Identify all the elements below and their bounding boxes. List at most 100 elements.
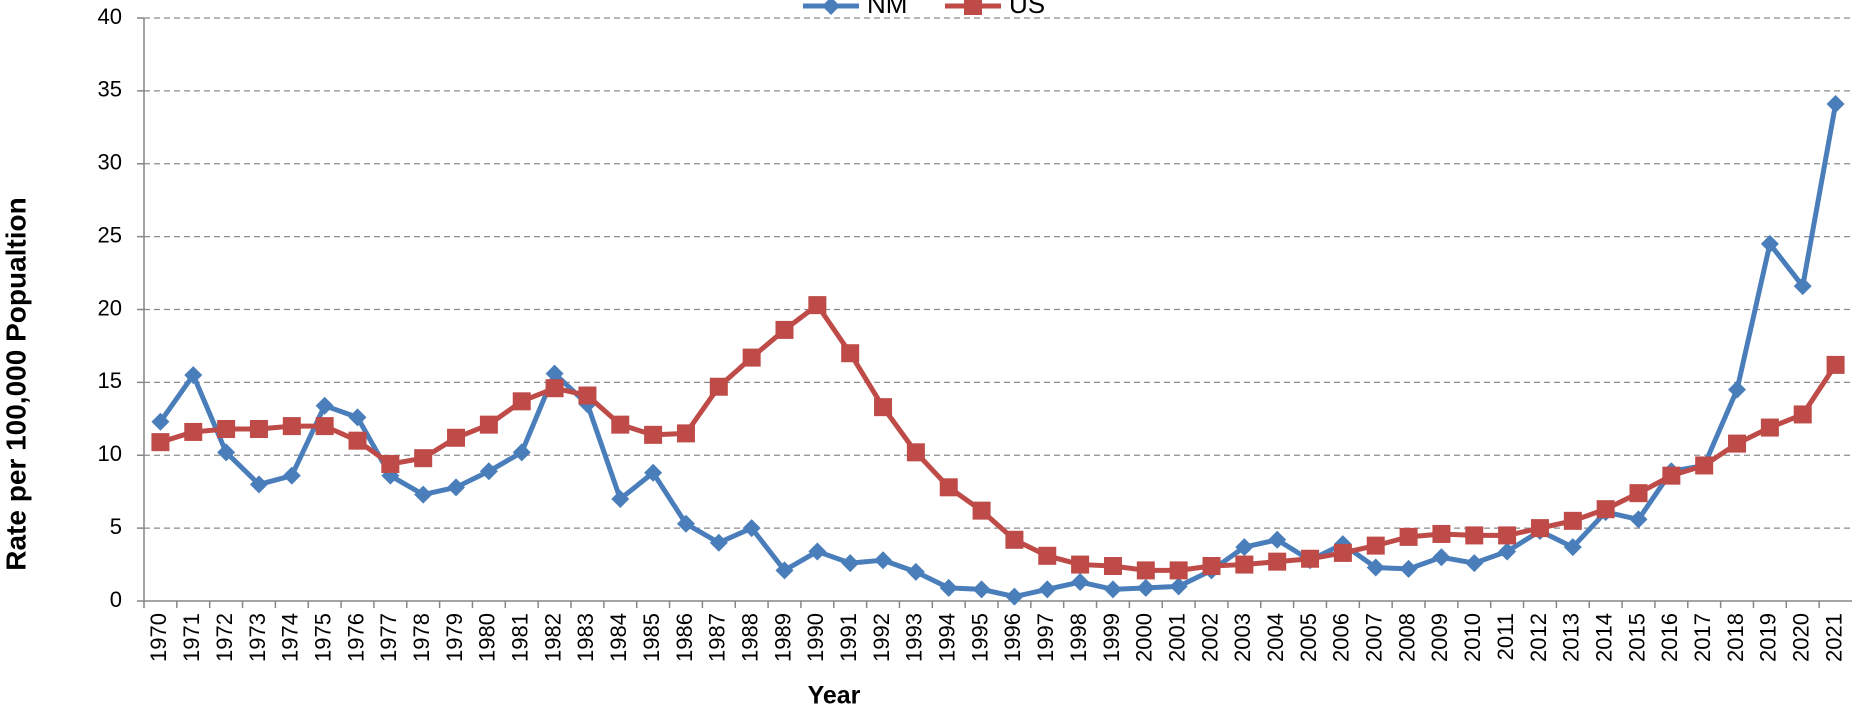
- data-point: [1530, 519, 1549, 538]
- x-tick-label: 2020: [1789, 613, 1814, 662]
- x-tick-label: 2010: [1460, 613, 1485, 662]
- x-tick-label: 2013: [1559, 613, 1584, 662]
- data-point: [184, 366, 203, 385]
- data-point: [644, 425, 663, 444]
- x-tick-label: 1986: [672, 613, 697, 662]
- data-point: [1629, 484, 1648, 503]
- x-tick-label: 2021: [1821, 613, 1846, 662]
- data-point: [1563, 538, 1582, 557]
- data-point: [249, 475, 268, 494]
- x-tick-label: 1990: [803, 613, 828, 662]
- x-tick-label: 1995: [967, 613, 992, 662]
- x-tick-label: 2001: [1164, 613, 1189, 662]
- x-tick-label: 1981: [508, 613, 533, 662]
- x-tick-label: 2017: [1690, 613, 1715, 662]
- data-point: [1103, 580, 1122, 599]
- x-tick-label: 1974: [278, 613, 303, 662]
- data-point: [1465, 554, 1484, 573]
- x-tick-label: 2009: [1427, 613, 1452, 662]
- x-tick-label: 1999: [1099, 613, 1124, 662]
- x-axis-label: Year: [808, 682, 861, 710]
- data-point: [545, 379, 564, 398]
- data-point: [742, 519, 761, 538]
- data-point: [1596, 500, 1615, 519]
- x-tick-label: 1977: [376, 613, 401, 662]
- x-tick-label: 1992: [869, 613, 894, 662]
- y-tick-label: 5: [110, 514, 122, 539]
- x-tick-label: 1985: [639, 613, 664, 662]
- data-point: [906, 562, 925, 581]
- data-point: [1432, 548, 1451, 567]
- data-point: [414, 449, 433, 468]
- x-tick-label: 2019: [1756, 613, 1781, 662]
- data-point: [479, 415, 498, 434]
- x-tick-label: 1994: [935, 613, 960, 662]
- data-point: [414, 485, 433, 504]
- data-point: [874, 551, 893, 570]
- data-point: [1268, 552, 1287, 571]
- data-point: [1399, 559, 1418, 578]
- x-tick-label: 2003: [1230, 613, 1255, 662]
- data-point: [1465, 526, 1484, 545]
- data-point: [775, 561, 794, 580]
- data-point: [1728, 380, 1747, 399]
- data-point: [1038, 580, 1057, 599]
- data-point: [1793, 277, 1812, 296]
- x-tick-label: 1971: [179, 613, 204, 662]
- data-point: [972, 501, 991, 520]
- data-point: [1005, 587, 1024, 606]
- x-tick-label: 2011: [1493, 613, 1518, 660]
- data-point: [381, 454, 400, 473]
- y-tick-label: 40: [98, 4, 122, 29]
- data-point: [1103, 557, 1122, 576]
- data-point: [808, 542, 827, 561]
- data-point: [479, 462, 498, 481]
- data-point: [874, 398, 893, 417]
- data-point: [939, 478, 958, 497]
- x-tick-label: 1978: [409, 613, 434, 662]
- data-point: [1432, 524, 1451, 543]
- data-point: [676, 514, 695, 533]
- data-point: [282, 466, 301, 485]
- data-point: [972, 580, 991, 599]
- x-tick-label: 1973: [245, 613, 270, 662]
- data-point: [315, 396, 334, 415]
- data-point: [512, 392, 531, 411]
- data-point: [611, 489, 630, 508]
- data-point: [1728, 434, 1747, 453]
- x-tick-label: 1983: [573, 613, 598, 662]
- x-tick-label: 1998: [1066, 613, 1091, 662]
- data-point: [1498, 526, 1517, 545]
- y-tick-label: 25: [98, 222, 122, 247]
- data-point: [1136, 578, 1155, 597]
- y-tick-label: 20: [98, 295, 122, 320]
- legend-marker: [822, 0, 840, 15]
- data-point: [545, 364, 564, 383]
- data-point: [1169, 577, 1188, 596]
- y-tick-label: 30: [98, 150, 122, 175]
- data-point: [1760, 234, 1779, 253]
- x-tick-label: 1987: [705, 613, 730, 662]
- data-point: [1169, 561, 1188, 580]
- x-tick-label: 1997: [1033, 613, 1058, 662]
- data-point: [611, 415, 630, 434]
- data-point: [315, 417, 334, 436]
- data-point: [1071, 573, 1090, 592]
- data-point: [1563, 511, 1582, 530]
- x-tick-label: 1984: [606, 613, 631, 662]
- x-tick-label: 2016: [1657, 613, 1682, 662]
- data-point: [1629, 510, 1648, 529]
- x-tick-label: 1970: [146, 613, 171, 662]
- series-line: [158, 103, 1839, 600]
- data-point: [939, 578, 958, 597]
- data-point: [1333, 543, 1352, 562]
- data-point: [1760, 418, 1779, 437]
- data-point: [841, 554, 860, 573]
- data-point: [676, 424, 695, 443]
- data-point: [841, 344, 860, 363]
- data-point: [775, 320, 794, 339]
- data-point: [1301, 549, 1320, 568]
- data-point: [1399, 527, 1418, 546]
